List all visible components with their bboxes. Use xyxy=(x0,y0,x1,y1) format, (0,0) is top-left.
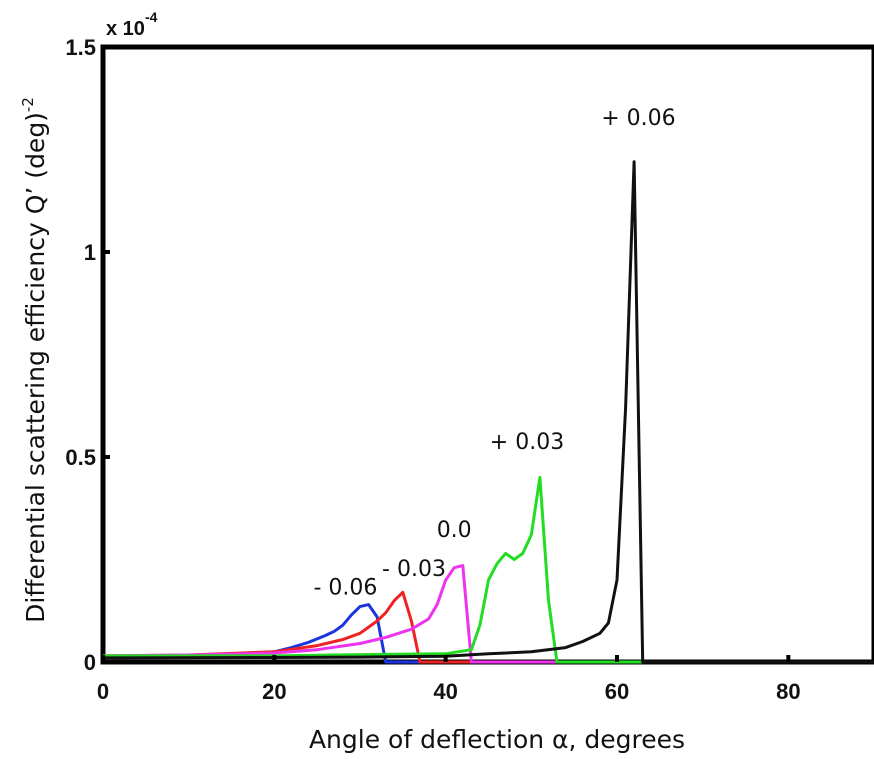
y-tick-label: 1.5 xyxy=(65,35,96,60)
y-multiplier-base: x 10 xyxy=(106,18,145,40)
y-axis-label: Differential scattering efficiency Q’ (d… xyxy=(19,97,50,623)
annotation-layer: - 0.06- 0.03 0.0 + 0.03 + 0.06 xyxy=(313,106,675,601)
series-annotation-label: - 0.03 xyxy=(382,557,446,582)
series-layer xyxy=(102,160,874,664)
x-tick-label: 20 xyxy=(262,679,286,704)
plot-area-frame xyxy=(100,44,874,665)
y-tick-label: 0.5 xyxy=(65,445,96,470)
series-annotation-label: - 0.06 xyxy=(313,575,377,600)
series-annotation-label: 0.0 xyxy=(437,518,472,543)
x-tick-label: 40 xyxy=(433,679,457,704)
series-annotation-label: + 0.03 xyxy=(490,430,564,455)
y-axis-label-exponent: -2 xyxy=(19,97,37,112)
y-tick-label: 0 xyxy=(84,650,96,675)
x-tick-label: 60 xyxy=(605,679,629,704)
series-line-3 xyxy=(103,476,874,664)
series-line-2 xyxy=(102,564,874,664)
x-tick-label: 0 xyxy=(97,679,109,704)
series-line-1 xyxy=(102,590,874,664)
x-tick-label: 80 xyxy=(776,679,800,704)
series-annotation-label: + 0.06 xyxy=(601,106,675,131)
x-axis-label: Angle of deflection α, degrees xyxy=(309,725,685,754)
y-multiplier-exponent: -4 xyxy=(145,9,158,25)
tick-layer: 0 20 40 60 80 0 0.5 1 1.5 xyxy=(65,35,800,704)
y-axis-label-main: Differential scattering efficiency Q’ (d… xyxy=(21,112,50,623)
series-line-4 xyxy=(102,160,874,664)
y-tick-label: 1 xyxy=(84,240,96,265)
